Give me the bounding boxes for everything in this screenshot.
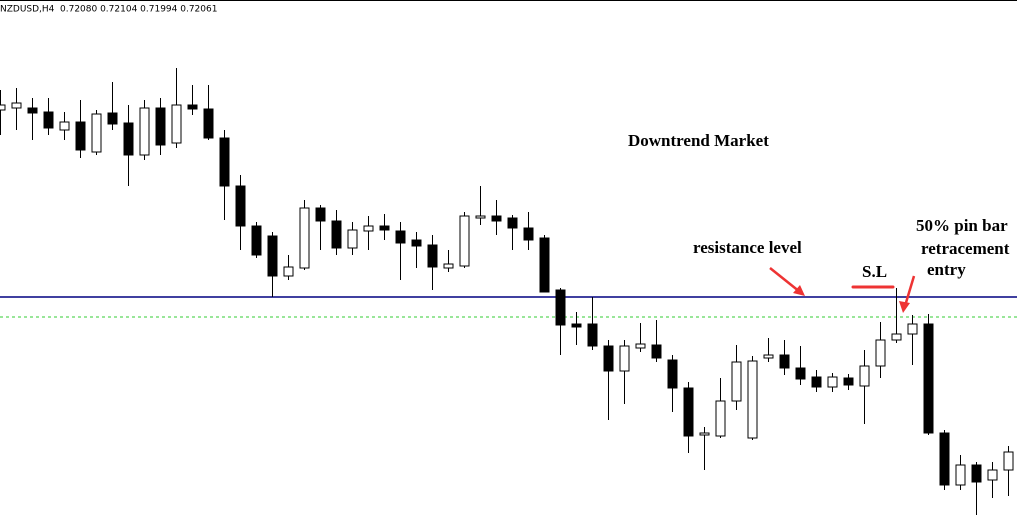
annotation: resistance level — [693, 238, 802, 257]
bull-body — [171, 104, 182, 144]
arrows — [769, 267, 916, 313]
bear-body — [395, 230, 406, 244]
bear-body — [571, 323, 582, 328]
bear-body — [75, 121, 86, 151]
bear-body — [843, 377, 854, 386]
bear-body — [411, 239, 422, 247]
bull-body — [475, 215, 486, 219]
bull-body — [299, 207, 310, 269]
arrow-head — [793, 285, 805, 296]
bear-body — [155, 107, 166, 146]
annotation: S.L — [862, 262, 887, 281]
quote-values: 0.72080 0.72104 0.71994 0.72061 — [60, 5, 217, 15]
bull-body — [699, 432, 710, 436]
bear-body — [331, 220, 342, 249]
chart-title: NZDUSD,H4 — [0, 5, 55, 15]
level-lines — [0, 296, 1017, 318]
arrow-head — [899, 301, 910, 313]
bear-body — [539, 237, 550, 293]
bull-body — [891, 333, 902, 341]
bull-body — [715, 400, 726, 437]
bull-body — [459, 215, 470, 267]
bear-body — [219, 137, 230, 187]
bull-body — [747, 360, 758, 439]
annotation: 50% pin bar — [916, 216, 1008, 235]
bear-body — [379, 225, 390, 231]
bear-body — [27, 107, 38, 114]
bear-body — [235, 185, 246, 227]
bull-body — [283, 266, 294, 277]
bear-body — [267, 235, 278, 277]
bull-body — [875, 339, 886, 367]
bull-body — [907, 323, 918, 335]
candles — [0, 68, 1014, 515]
bear-body — [795, 367, 806, 380]
bear-body — [939, 432, 950, 486]
annotation: entry — [927, 260, 966, 279]
bear-body — [603, 345, 614, 372]
bear-body — [315, 207, 326, 222]
bear-body — [43, 111, 54, 129]
bear-body — [555, 289, 566, 326]
bear-body — [187, 104, 198, 110]
arrow — [903, 275, 916, 307]
bull-body — [619, 345, 630, 372]
bull-body — [955, 464, 966, 486]
bull-body — [347, 229, 358, 249]
bull-body — [139, 107, 150, 156]
bear-body — [251, 225, 262, 256]
bear-body — [811, 376, 822, 388]
bear-body — [203, 108, 214, 139]
bear-body — [667, 359, 678, 389]
bull-body — [0, 104, 6, 111]
bull-body — [731, 361, 742, 402]
bear-body — [651, 344, 662, 359]
bear-body — [523, 227, 534, 241]
bull-body — [827, 376, 838, 388]
bear-body — [683, 387, 694, 437]
bull-body — [987, 469, 998, 481]
bear-body — [427, 244, 438, 268]
bull-body — [11, 102, 22, 109]
annotation: Downtrend Market — [628, 131, 769, 150]
bull-body — [635, 343, 646, 349]
bear-body — [507, 217, 518, 229]
bull-body — [763, 354, 774, 359]
bear-body — [123, 122, 134, 156]
bear-body — [923, 323, 934, 434]
bear-body — [971, 464, 982, 483]
bull-body — [443, 263, 454, 269]
bull-body — [91, 113, 102, 153]
bull-body — [859, 365, 870, 387]
bear-body — [107, 112, 118, 125]
bull-body — [363, 225, 374, 232]
annotation: retracement — [921, 239, 1010, 258]
bear-body — [779, 354, 790, 369]
bull-body — [1003, 451, 1014, 471]
arrow — [769, 267, 801, 293]
bear-body — [587, 323, 598, 347]
bull-body — [59, 121, 70, 131]
bear-body — [491, 215, 502, 222]
